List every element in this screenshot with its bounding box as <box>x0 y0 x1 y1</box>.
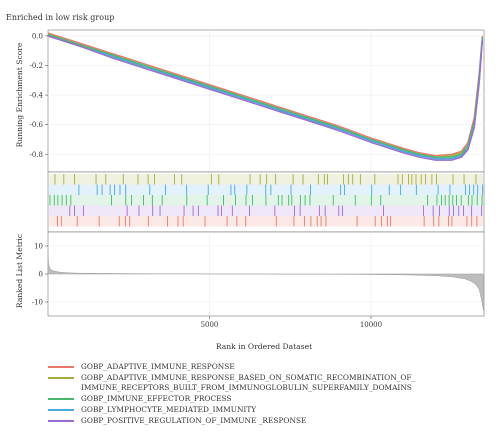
series-line <box>47 33 484 158</box>
x-axis-label: Rank in Ordered Dataset <box>216 342 312 351</box>
y-tick-label: -0.4 <box>30 92 44 100</box>
legend-item: GOBP_ADAPTIVE_IMMUNE_RESPONSE_BASED_ON_S… <box>48 373 496 393</box>
legend-item: GOBP_IMMUNE_EFFECTOR_PROCESS <box>48 394 496 404</box>
legend: GOBP_ADAPTIVE_IMMUNE_RESPONSE GOBP_ADAPTI… <box>48 362 496 427</box>
y-tick-label: -0.6 <box>30 121 44 129</box>
y-tick-label: -0.8 <box>30 151 44 159</box>
x-tick-label: 10000 <box>360 321 382 329</box>
y-tick-label: -10 <box>32 299 43 307</box>
legend-label: GOBP_POSITIVE_REGULATION_OF_IMMUNE _RESP… <box>81 416 307 425</box>
y-tick-label: 0 <box>39 271 43 279</box>
series-line <box>47 35 484 161</box>
legend-swatch <box>48 409 74 411</box>
series-line <box>47 35 484 160</box>
y-tick-label: 0.0 <box>32 32 43 40</box>
legend-swatch <box>48 377 74 379</box>
legend-swatch <box>48 420 74 422</box>
y-tick-label: -0.2 <box>30 62 44 70</box>
running-score-panel: 0.0 -0.2 -0.4 -0.6 -0.8 <box>30 29 485 173</box>
legend-swatch <box>48 398 74 400</box>
ranked-metric-panel: 10 0 -10 5000 10000 <box>32 231 485 329</box>
hit-row-band <box>49 174 483 185</box>
metric-area <box>47 251 484 311</box>
legend-swatch <box>48 366 74 368</box>
legend-item: GOBP_POSITIVE_REGULATION_OF_IMMUNE _RESP… <box>48 416 496 426</box>
legend-label: GOBP_ADAPTIVE_IMMUNE_RESPONSE <box>81 362 235 371</box>
legend-item: GOBP_ADAPTIVE_IMMUNE_RESPONSE <box>48 362 496 372</box>
chart-title: Enriched in low risk group <box>6 13 114 22</box>
x-tick-label: 5000 <box>201 321 219 329</box>
legend-item: GOBP_LYMPHOCYTE_MEDIATED_IMMUNITY <box>48 405 496 415</box>
legend-label: GOBP_ADAPTIVE_IMMUNE_RESPONSE_BASED_ON_S… <box>81 373 416 392</box>
y-tick-label: 10 <box>34 243 43 251</box>
legend-label: GOBP_LYMPHOCYTE_MEDIATED_IMMUNITY <box>81 405 257 414</box>
hit-bars-panel <box>47 171 485 233</box>
y-axis-label-bottom: Ranked List Metric <box>15 234 24 308</box>
hit-row-band <box>49 216 483 227</box>
hit-row-band <box>49 205 483 216</box>
y-axis-label-top: Running Enrichment Score <box>15 42 24 147</box>
series-line <box>47 32 484 157</box>
top-panel-frame <box>47 29 485 173</box>
legend-label: GOBP_IMMUNE_EFFECTOR_PROCESS <box>81 394 232 403</box>
